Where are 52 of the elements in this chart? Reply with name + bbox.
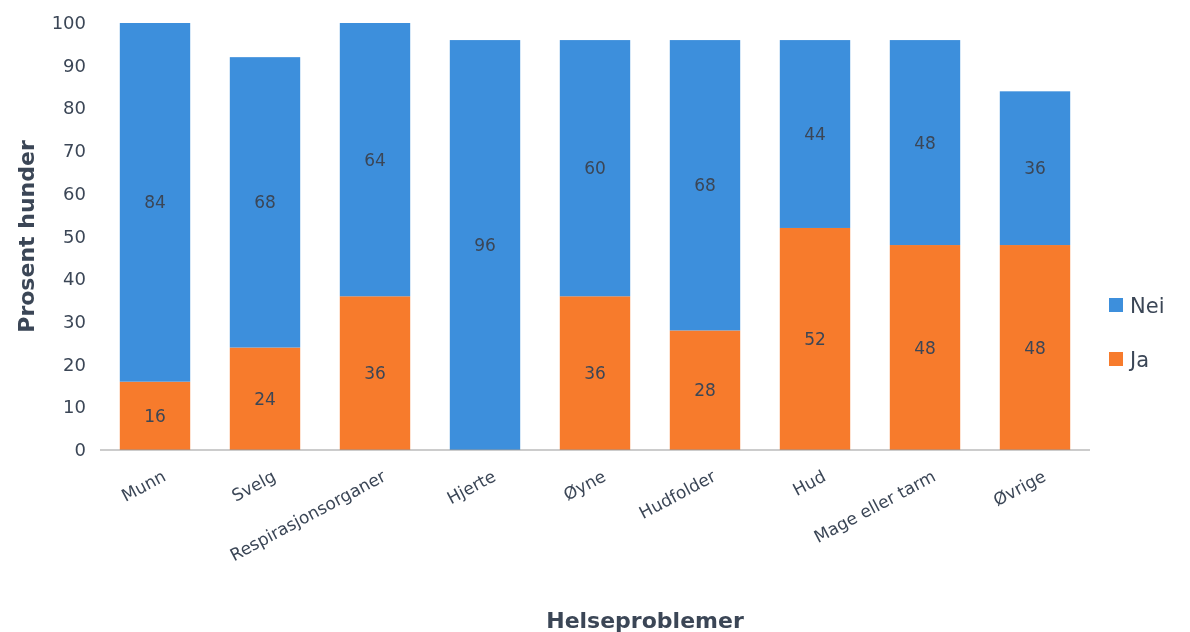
legend-label: Nei — [1130, 294, 1165, 318]
y-tick-label: 50 — [63, 225, 86, 247]
bar — [779, 40, 851, 228]
data-label: 36 — [584, 363, 606, 384]
data-label: 36 — [364, 363, 386, 384]
y-tick-label: 100 — [51, 12, 86, 33]
y-tick-label: 60 — [63, 182, 86, 204]
bar — [119, 23, 191, 382]
data-label: 28 — [694, 380, 716, 401]
bar — [449, 40, 521, 450]
x-tick-label: Hud — [789, 465, 829, 500]
bar — [669, 330, 741, 450]
x-axis-title: Helseproblemer — [546, 608, 744, 632]
data-label: 48 — [914, 132, 936, 153]
y-tick-label: 70 — [63, 140, 86, 162]
x-tick-label: Øyne — [560, 465, 609, 505]
data-label: 36 — [1024, 158, 1046, 179]
y-tick-label: 20 — [63, 353, 86, 375]
bar — [999, 91, 1071, 246]
data-label: 52 — [804, 328, 826, 349]
bar — [889, 245, 961, 450]
bar — [339, 296, 411, 450]
data-label: 16 — [144, 405, 166, 426]
x-tick-label: Munn — [117, 465, 169, 506]
bar — [339, 23, 411, 297]
data-label: 44 — [804, 124, 826, 145]
data-label: 48 — [1024, 337, 1046, 358]
bar — [559, 296, 631, 450]
y-tick-label: 40 — [63, 268, 86, 290]
y-tick-label: 90 — [63, 54, 86, 76]
y-axis-title: Prosent hunder — [14, 140, 39, 333]
bar — [999, 245, 1071, 450]
y-tick-label: 30 — [63, 310, 86, 332]
bar — [889, 40, 961, 246]
bar — [559, 40, 631, 297]
bar — [779, 227, 851, 450]
data-label: 48 — [914, 337, 936, 358]
data-label: 68 — [694, 175, 716, 196]
data-label: 84 — [144, 192, 166, 213]
data-label: 24 — [254, 388, 276, 409]
legend-label: Ja — [1128, 348, 1150, 372]
data-label: 96 — [474, 235, 496, 256]
data-label: 60 — [584, 158, 606, 179]
y-tick-label: 0 — [74, 439, 86, 460]
y-tick-label: 10 — [63, 396, 86, 418]
bar — [119, 381, 191, 450]
data-label: 68 — [254, 192, 276, 213]
bar — [229, 347, 301, 450]
data-label: 64 — [364, 149, 386, 170]
bar — [229, 57, 301, 348]
bar — [669, 40, 741, 331]
y-tick-label: 80 — [63, 97, 86, 119]
